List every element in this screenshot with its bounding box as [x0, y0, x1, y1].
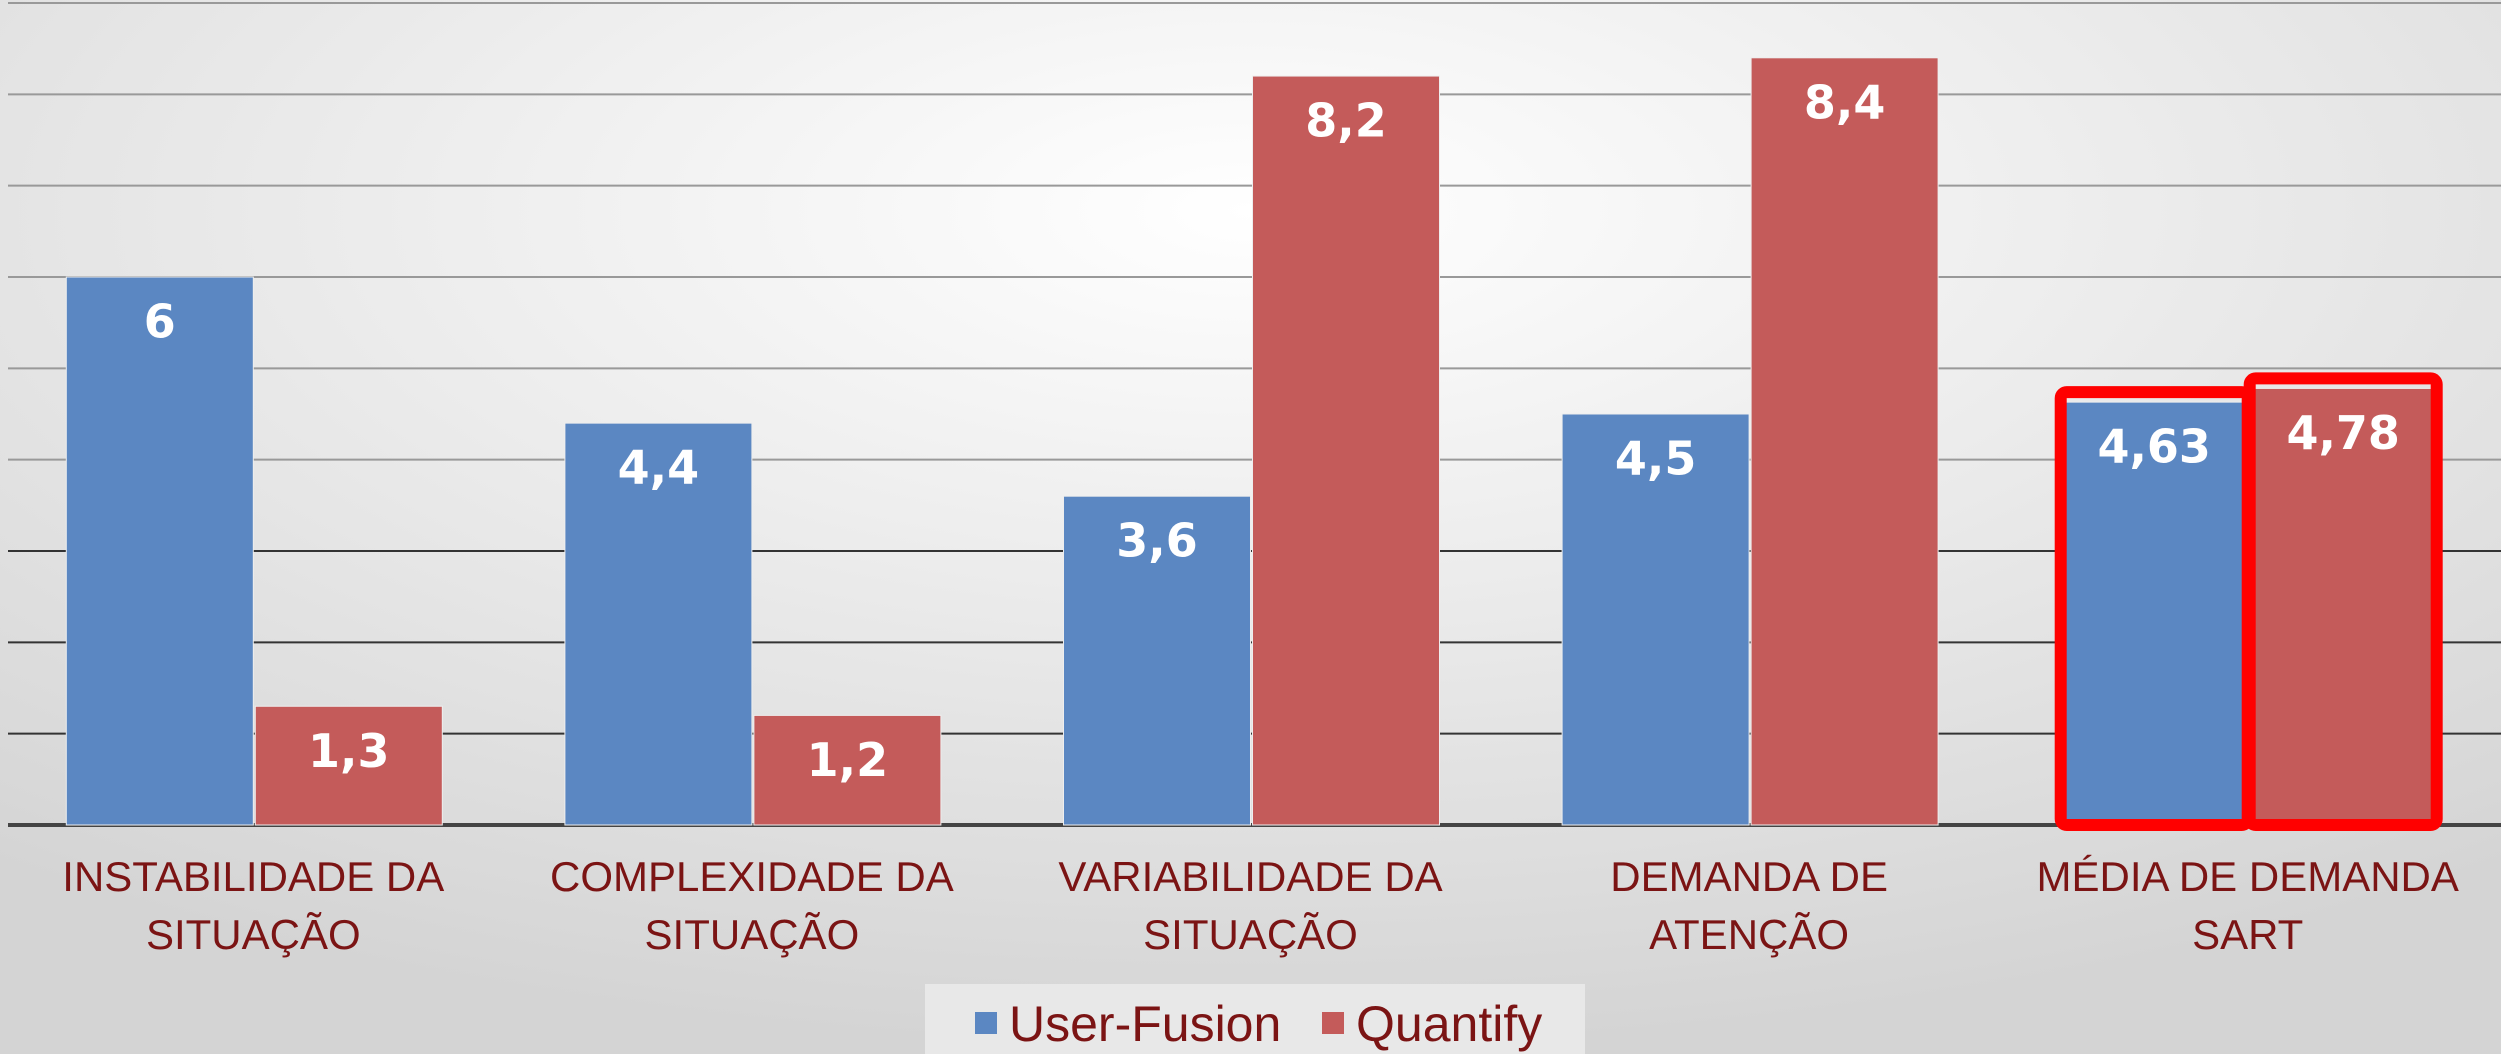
bar	[1561, 413, 1750, 826]
data-label: 1,3	[308, 724, 390, 778]
legend-box	[925, 984, 1585, 1054]
legend-swatch	[975, 1012, 997, 1034]
data-label: 1,2	[807, 733, 889, 787]
data-label: 4,63	[2097, 420, 2211, 474]
data-label: 8,4	[1804, 75, 1886, 129]
bar	[1063, 495, 1251, 826]
legend-swatch	[1322, 1012, 1344, 1034]
x-tick-label: VARIABILIDADE DA	[1058, 853, 1442, 900]
x-tick-label: SITUAÇÃO	[146, 911, 361, 958]
x-tick-label: COMPLEXIDADE DA	[550, 853, 954, 900]
bar	[753, 714, 942, 826]
bar	[1750, 57, 1939, 826]
highlight-box	[2243, 372, 2443, 831]
x-tick-label: INSTABILIDADE DA	[62, 853, 444, 900]
x-tick-label: SART	[2192, 911, 2303, 958]
data-label: 4,4	[618, 441, 700, 495]
data-label: 8,2	[1305, 94, 1387, 148]
bar	[254, 705, 443, 826]
x-tick-label: DEMANDA DE	[1610, 853, 1888, 900]
bar	[65, 276, 254, 826]
bar	[2060, 401, 2249, 826]
legend-label: User-Fusion	[1009, 996, 1281, 1052]
data-label: 4,5	[1615, 432, 1697, 486]
legend-label: Quantify	[1356, 996, 1542, 1052]
data-label: 6	[144, 295, 176, 349]
bar	[564, 422, 753, 826]
x-tick-label: MÉDIA DE DEMANDA	[2036, 853, 2458, 900]
data-label: 4,78	[2286, 406, 2400, 460]
bar	[1252, 75, 1440, 826]
x-tick-label: ATENÇÃO	[1649, 911, 1849, 958]
data-label: 3,6	[1116, 514, 1198, 568]
x-tick-label: SITUAÇÃO	[1143, 911, 1358, 958]
x-tick-label: SITUAÇÃO	[645, 911, 860, 958]
